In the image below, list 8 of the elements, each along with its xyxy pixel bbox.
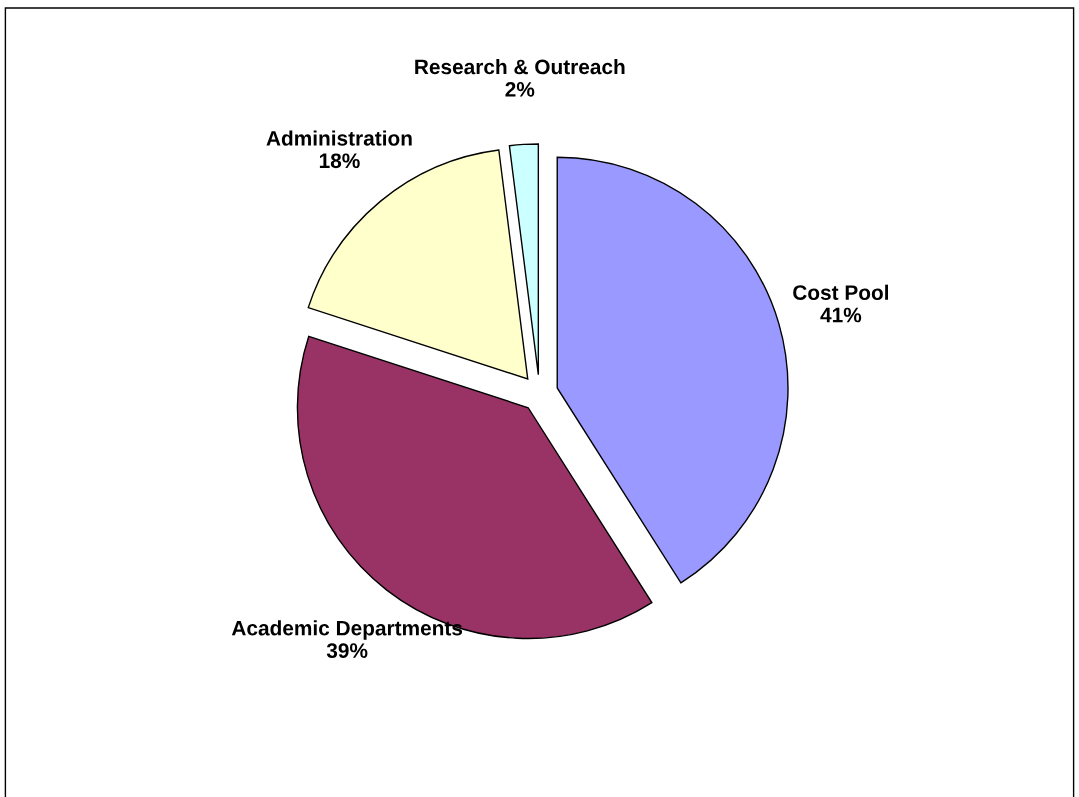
slice-label: Research & Outreach: [415, 58, 625, 75]
slice-label: Academic Departments: [231, 620, 463, 640]
data-label: 18%: [319, 153, 360, 169]
slice-label: Cost Pool: [793, 284, 889, 300]
data-label: 2%: [505, 81, 535, 97]
data-label: 39%: [326, 643, 368, 658]
data-label: 41%: [820, 307, 862, 323]
slice-label: Administration: [266, 130, 412, 146]
